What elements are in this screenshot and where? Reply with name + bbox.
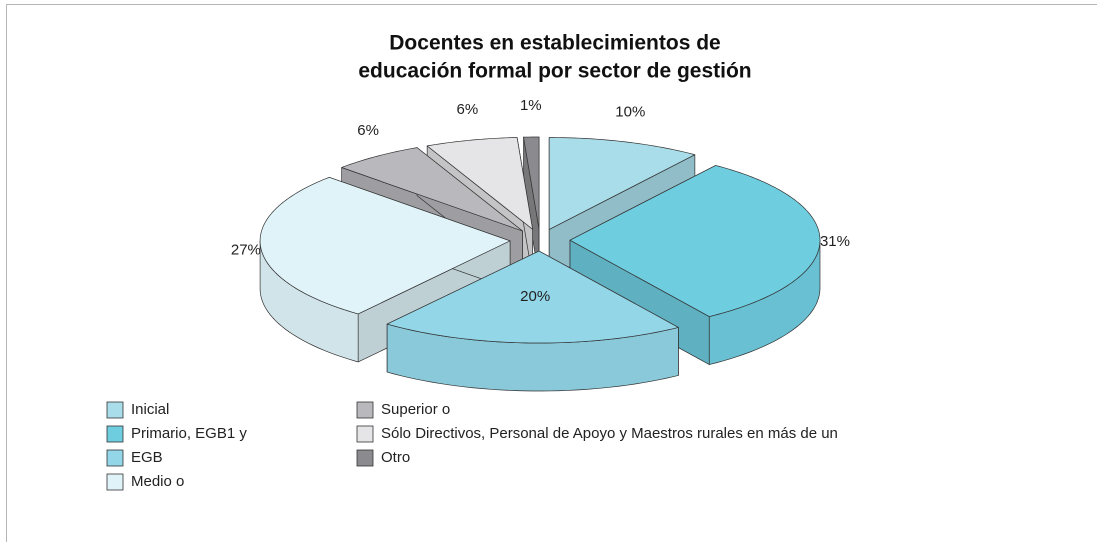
data-label: 20%: [520, 288, 550, 305]
chart-title: Docentes en establecimientos de: [389, 32, 720, 55]
slice: [341, 147, 523, 232]
slice: [426, 137, 533, 230]
frame: [6, 4, 1097, 542]
legend-swatch: [106, 425, 124, 443]
slice: [569, 165, 821, 317]
slice: [386, 250, 679, 344]
legend-swatch: [356, 401, 374, 419]
slice-side-shade: [709, 240, 820, 365]
legend-swatch: [106, 401, 124, 419]
slice-shade: [523, 137, 540, 277]
slice-side-shade: [387, 324, 679, 392]
legend-label: Otro: [381, 449, 410, 466]
data-label: 27%: [231, 241, 261, 258]
data-label: 6%: [457, 101, 479, 118]
slice-side-shade: [260, 240, 359, 362]
data-label: 6%: [357, 122, 379, 139]
legend-label: EGB: [131, 449, 163, 466]
legend-label: Sólo Directivos, Personal de Apoyo y Mae…: [381, 425, 838, 442]
legend-label: Medio o: [131, 473, 184, 490]
slice: [523, 136, 540, 230]
legend-swatch: [106, 449, 124, 467]
legend-label: Primario, EGB1 y: [131, 425, 247, 442]
slice: [259, 176, 511, 315]
legend-label: Inicial: [131, 401, 169, 418]
data-label: 1%: [520, 97, 542, 114]
data-label: 10%: [615, 103, 645, 120]
chart-title: educación formal por sector de gestión: [358, 60, 751, 83]
legend-swatch: [356, 449, 374, 467]
slice: [548, 137, 696, 230]
data-label: 31%: [820, 233, 850, 250]
legend-label: Superior o: [381, 401, 450, 418]
legend-swatch: [356, 425, 374, 443]
legend-swatch: [106, 473, 124, 491]
